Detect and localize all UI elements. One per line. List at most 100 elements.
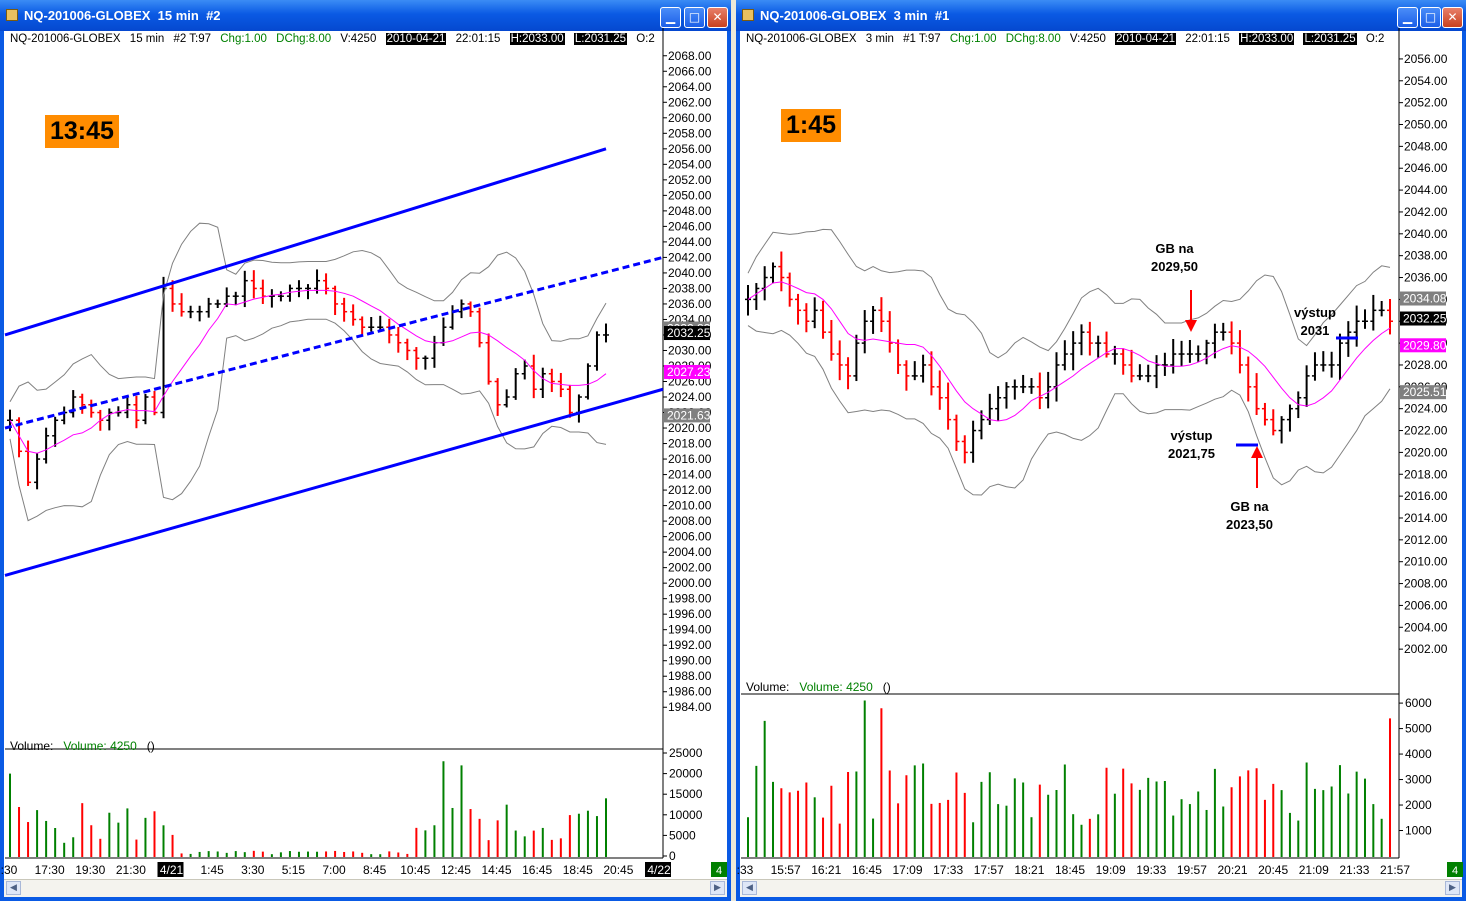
- lower-bollinger-band: [9, 318, 607, 522]
- chart-info-line: NQ-201006-GLOBEX 15 min #2 T:97 Chg:1.00…: [10, 33, 661, 45]
- y-tick-label: 1986.00: [668, 685, 712, 699]
- x-tick-label: 1:45: [200, 863, 224, 877]
- price-badge-label: 2025.51: [1403, 385, 1447, 399]
- status-box: [711, 862, 727, 877]
- dchg-text: DChg:8.00: [276, 33, 332, 45]
- upper-bollinger-band: [747, 228, 1391, 359]
- horizontal-scrollbar[interactable]: ◀ ▶: [4, 879, 727, 897]
- minimize-button[interactable]: ▁: [1397, 7, 1418, 28]
- annotation-gb-bottom: GB na 2023,50: [1226, 499, 1273, 532]
- x-tick-label: 20:21: [1217, 863, 1247, 877]
- horizontal-scrollbar[interactable]: ◀ ▶: [740, 879, 1462, 897]
- high-text: H:2033.00: [509, 33, 565, 45]
- y-tick-label: 1998.00: [668, 592, 712, 606]
- scroll-right-icon[interactable]: ▶: [1445, 881, 1460, 895]
- x-tick-label: 20:45: [1258, 863, 1288, 877]
- volume-text: V:4250: [1069, 33, 1106, 45]
- price-badge: [664, 326, 710, 341]
- minimize-button[interactable]: ▁: [660, 7, 681, 28]
- price-badge-label: 2021.63: [667, 408, 711, 422]
- volume-tick-label: 6000: [1405, 696, 1432, 710]
- window-border: [736, 31, 740, 901]
- x-tick-label: 18:45: [563, 863, 593, 877]
- y-tick-label: 2024.00: [668, 390, 712, 404]
- symbol-text: NQ-201006-GLOBEX: [10, 33, 121, 45]
- x-tick-label: 17:09: [892, 863, 922, 877]
- x-tick-label: 20:45: [603, 863, 633, 877]
- channel-upper-line: [4, 147, 607, 337]
- y-tick-label: 2016.00: [668, 452, 712, 466]
- arrowhead-up-icon: [1251, 446, 1263, 458]
- y-tick-label: 2044.00: [1404, 183, 1448, 197]
- y-tick-label: 2002.00: [668, 561, 712, 575]
- scroll-left-icon[interactable]: ◀: [6, 881, 21, 895]
- window-border: [1462, 31, 1466, 901]
- volume-text: V:4250: [340, 33, 377, 45]
- y-tick-label: 2050.00: [1404, 118, 1448, 132]
- x-tick-label: 4/22: [647, 863, 671, 877]
- scroll-left-icon[interactable]: ◀: [742, 881, 757, 895]
- close-button[interactable]: ✕: [707, 7, 728, 28]
- volume-tick-label: 4000: [1405, 747, 1432, 761]
- y-tick-label: 2054.00: [668, 157, 712, 171]
- x-tick-label: 10:45: [400, 863, 430, 877]
- volume-paren: (): [882, 680, 891, 694]
- window-border: [0, 897, 731, 901]
- y-tick-label: 2008.00: [668, 514, 712, 528]
- y-tick-label: 2020.00: [1404, 445, 1448, 459]
- symbol-text: NQ-201006-GLOBEX: [746, 33, 857, 45]
- y-tick-label: 1992.00: [668, 638, 712, 652]
- volume-tick-label: 15000: [669, 787, 703, 801]
- y-tick-label: 1996.00: [668, 607, 712, 621]
- volume-tick-label: 1000: [1405, 824, 1432, 838]
- price-badge-label: 2027.23: [667, 365, 711, 379]
- volume-tick-label: 5000: [1405, 722, 1432, 736]
- x-tick-label: 21:33: [1339, 863, 1369, 877]
- y-tick-label: 2042.00: [668, 250, 712, 264]
- price-badge: [1400, 385, 1446, 400]
- y-tick-label: 2020.00: [668, 421, 712, 435]
- time-label: 13:45: [45, 115, 119, 148]
- y-tick-label: 2062.00: [668, 95, 712, 109]
- y-tick-label: 2064.00: [668, 80, 712, 94]
- time-label: 1:45: [781, 109, 842, 142]
- upper-bollinger-band: [9, 222, 607, 402]
- window-title: NQ-201006-GLOBEX 15 min #2: [24, 8, 221, 23]
- y-tick-label: 2018.00: [1404, 467, 1448, 481]
- moving-average-line: [9, 289, 607, 454]
- y-tick-label: 2066.00: [668, 64, 712, 78]
- y-tick-label: 2056.00: [668, 142, 712, 156]
- moving-average-line: [747, 281, 1391, 422]
- y-tick-label: 2002.00: [1404, 642, 1448, 656]
- interval-text: 3 min: [865, 33, 894, 45]
- x-tick-label: 5:15: [282, 863, 306, 877]
- y-tick-label: 2060.00: [668, 111, 712, 125]
- close-button[interactable]: ✕: [1442, 7, 1463, 28]
- maximize-button[interactable]: □: [684, 7, 705, 28]
- price-chart-3min[interactable]: 2056.00 2054.00 2052.00 2050.00 2048.00 2046.…: [736, 0, 1466, 901]
- scroll-right-icon[interactable]: ▶: [710, 881, 725, 895]
- chg-text: Chg:1.00: [220, 33, 267, 45]
- price-badge: [664, 364, 710, 379]
- x-tick-label: 17:57: [974, 863, 1004, 877]
- x-tick-label: 12:45: [441, 863, 471, 877]
- y-tick-label: 2000.00: [668, 576, 712, 590]
- y-tick-label: 2046.00: [668, 219, 712, 233]
- y-tick-label: 2022.00: [1404, 424, 1448, 438]
- x-tick-label: 19:33: [1136, 863, 1166, 877]
- x-tick-label: 16:45: [852, 863, 882, 877]
- price-badge: [1400, 338, 1446, 353]
- volume-tick-label: 10000: [669, 808, 703, 822]
- x-tick-label: 3:30: [241, 863, 265, 877]
- x-date-badge: [645, 862, 671, 877]
- low-text: L:2031.25: [573, 33, 628, 45]
- x-tick-label: :33: [737, 863, 754, 877]
- maximize-button[interactable]: □: [1420, 7, 1441, 28]
- volume-value: Volume: 4250: [799, 680, 873, 694]
- title-bar[interactable]: NQ-201006-GLOBEX 15 min #2 ▁ □ ✕: [0, 0, 731, 31]
- price-badge: [664, 408, 710, 423]
- x-tick-label: 17:33: [933, 863, 963, 877]
- y-tick-label: 2006.00: [668, 530, 712, 544]
- title-bar[interactable]: NQ-201006-GLOBEX 3 min #1 ▁ □ ✕: [736, 0, 1466, 31]
